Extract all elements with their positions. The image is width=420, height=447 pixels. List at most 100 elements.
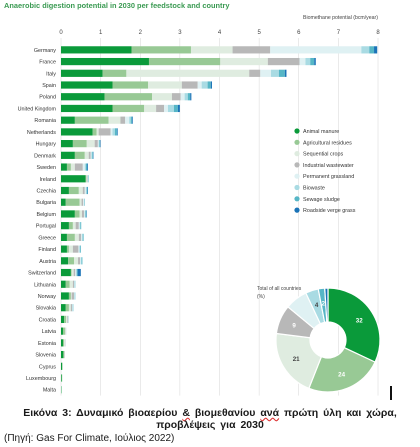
bar-segment [74, 257, 79, 265]
bar-segment [96, 128, 99, 136]
x-tick-label: 6 [297, 30, 301, 36]
bar-segment [102, 69, 127, 77]
bar-segment [108, 116, 121, 124]
country-label: Lithuania [34, 282, 56, 288]
country-label: Ireland [40, 177, 56, 183]
x-tick-label: 7 [337, 30, 341, 36]
bar-segment [220, 57, 268, 66]
bar-segment [114, 128, 117, 136]
bar-segment [76, 268, 78, 277]
bar-segment [369, 46, 375, 54]
caption-part: Εικόνα 3: Δυναμικό βιοαερίου [23, 407, 183, 419]
country-label: Norway [38, 294, 57, 300]
country-label: Bulgaria [36, 200, 56, 206]
donut-slice [308, 346, 376, 393]
legend-marker [294, 139, 300, 145]
bar-segment [207, 81, 211, 89]
bar-segment [65, 280, 70, 288]
bar-segment [66, 315, 68, 324]
bars [61, 46, 378, 394]
bar-segment [87, 163, 88, 171]
bar-segment [79, 198, 82, 206]
bar-segment [85, 210, 87, 218]
bar-segment [61, 140, 73, 148]
bar-segment [98, 128, 111, 136]
bar-segment [64, 315, 67, 324]
bar-segment [70, 268, 72, 277]
x-tick-labels: 0 1 2 3 4 5 6 7 8 [59, 30, 380, 36]
bar-segment [84, 151, 89, 159]
bar-segment [62, 339, 65, 347]
pie-title: Total of all countries [257, 286, 302, 292]
bar-segment [82, 233, 83, 241]
bar-segment [61, 327, 63, 335]
bar-segment [210, 81, 212, 89]
bar-segment [78, 257, 81, 265]
bar-segment [62, 327, 65, 335]
bar-segment [99, 140, 101, 148]
bar-segment [73, 268, 76, 277]
axis-title: Biomethane potential (bcm/year) [303, 15, 378, 21]
country-label: France [39, 60, 56, 66]
bar-segment [91, 151, 93, 159]
caption-part: βιομεθανίου [189, 407, 261, 419]
bar-segment [278, 69, 285, 77]
bar-segment [61, 350, 64, 359]
bar-segment [61, 175, 86, 183]
bar-segment [361, 46, 370, 54]
bar-segment [80, 257, 82, 265]
country-label: Estonia [38, 341, 56, 347]
bar-segment [171, 93, 181, 101]
bar-segment [70, 163, 75, 171]
bar-segment [125, 116, 130, 124]
bar-segment [75, 222, 79, 230]
bar-segment [81, 233, 83, 241]
bar-segment [61, 268, 71, 277]
bar-segment [66, 233, 75, 241]
bar-segment [78, 233, 82, 241]
country-label: Hungary [36, 142, 57, 148]
bar-segment [232, 46, 271, 54]
bar-segment [83, 210, 85, 218]
donut-slice [324, 287, 329, 323]
bar-segment [68, 304, 71, 312]
bar-segment [97, 140, 99, 148]
figure-caption: Εικόνα 3: Δυναμικό βιοαερίου & βιομεθανί… [4, 407, 416, 444]
bar-segment [116, 128, 118, 136]
pie-title-unit: (%) [257, 294, 265, 300]
donut-value-label: 9 [292, 323, 296, 330]
x-tick-label: 4 [218, 30, 222, 36]
bar-segment [61, 116, 75, 124]
bar-segment [82, 163, 85, 171]
bar-segment [82, 233, 84, 241]
bar-segment [86, 175, 88, 183]
bar-segment [88, 151, 91, 159]
bar-segment [79, 222, 81, 230]
bar-segment [249, 69, 261, 77]
bar-segment [173, 104, 178, 113]
bar-segment [61, 245, 67, 253]
bar-segment [112, 104, 145, 113]
bar-segment [181, 81, 198, 89]
bar-segment [190, 93, 192, 101]
legend-marker [294, 196, 300, 202]
donut-value-label: 32 [356, 317, 363, 324]
country-label: Slovakia [36, 306, 56, 312]
bar-segment [61, 257, 69, 265]
legend-label: Sequential crops [303, 152, 343, 158]
bar-segment [90, 151, 92, 159]
bar-segment [310, 57, 315, 66]
bar-segment [94, 140, 98, 148]
bar-segment [271, 69, 279, 77]
bar-segment [63, 350, 65, 359]
bar-segment [75, 268, 77, 277]
legend-marker [294, 184, 300, 191]
bar-segment [64, 339, 65, 347]
country-label: Finland [38, 247, 56, 253]
country-label: United Kingdom [18, 106, 57, 112]
bar-segment [305, 57, 311, 66]
bar-segment [61, 104, 113, 113]
bar-segment [74, 163, 83, 171]
donut-slice [327, 287, 381, 363]
bar-segment [61, 339, 63, 347]
